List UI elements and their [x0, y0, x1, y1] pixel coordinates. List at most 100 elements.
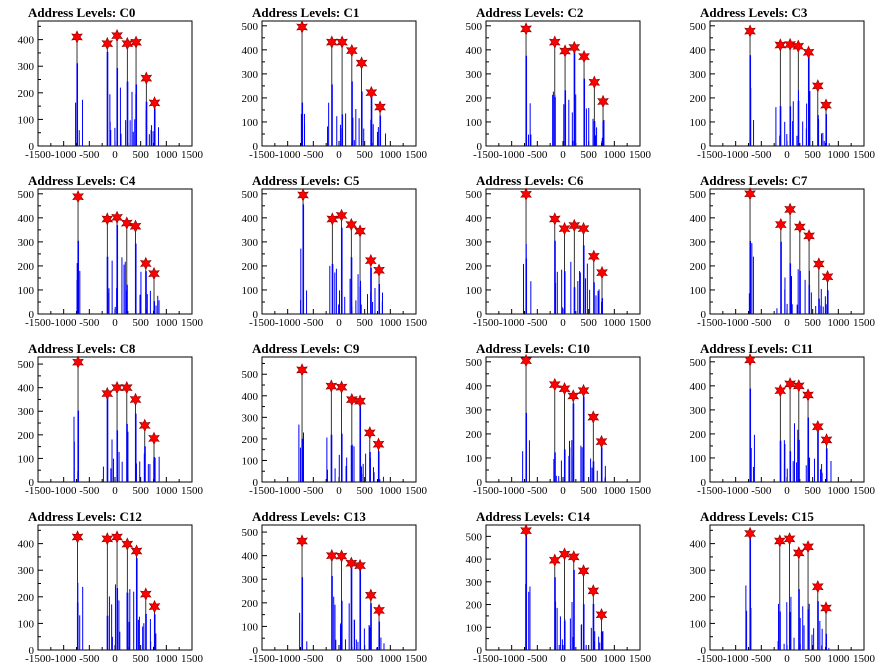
x-tick-label: -1500 — [697, 485, 723, 497]
histogram-bar — [789, 263, 792, 314]
histogram-bar — [796, 462, 798, 482]
histogram-bar — [328, 102, 330, 146]
histogram-bar — [382, 476, 384, 482]
histogram-bar — [822, 132, 824, 146]
x-tick-label: -1500 — [697, 317, 723, 329]
x-tick-label: -1500 — [249, 317, 275, 329]
histogram-bar — [571, 602, 573, 650]
plot-frame — [37, 188, 193, 315]
chart-title: Address Levels: C14 — [476, 509, 590, 524]
histogram-bar — [581, 447, 583, 482]
y-tick-label: 0 — [253, 645, 259, 657]
histogram-bar — [558, 644, 560, 650]
histogram-bar — [563, 271, 566, 314]
peak-marker — [595, 434, 608, 449]
histogram-bar — [106, 256, 109, 314]
histogram-bar — [599, 642, 601, 650]
histogram-bar — [351, 306, 353, 314]
y-tick-label: 300 — [242, 574, 259, 586]
histogram-bar — [749, 388, 752, 482]
histogram-bar — [572, 636, 574, 650]
chart-panel-6: Address Levels: C60100200300400500-1500-… — [466, 173, 652, 329]
x-tick-label: 0 — [784, 653, 790, 665]
histogram-bar — [598, 289, 600, 314]
histogram-bar — [119, 87, 121, 146]
x-tick-label: 1000 — [155, 653, 178, 665]
x-tick-label: 1000 — [827, 317, 850, 329]
histogram-bar — [820, 469, 822, 482]
histogram-bar — [339, 124, 341, 146]
peak-marker — [587, 584, 600, 598]
y-tick-label: 100 — [18, 285, 35, 297]
x-tick-label: -500 — [751, 149, 772, 161]
histogram-bar — [377, 451, 380, 482]
histogram-bar — [583, 109, 585, 146]
histogram-bar — [590, 458, 592, 482]
histogram-bar — [357, 274, 359, 314]
histogram-bar — [564, 140, 566, 146]
peak-marker — [345, 43, 358, 58]
histogram-bar — [799, 271, 801, 314]
x-tick-label: -500 — [751, 485, 772, 497]
histogram-bar — [135, 277, 137, 314]
x-tick-label: 1500 — [405, 149, 428, 161]
histogram-bar — [815, 306, 817, 314]
histogram-bar — [158, 456, 160, 482]
histogram-bar — [559, 616, 561, 650]
y-tick-label: 100 — [242, 621, 259, 633]
peak-marker — [336, 35, 348, 49]
peak-marker — [567, 550, 580, 564]
histogram-bar — [121, 257, 123, 314]
peak-marker — [139, 587, 152, 601]
histogram-bar — [825, 114, 828, 146]
histogram-bar — [830, 460, 832, 482]
y-tick-label: 100 — [690, 618, 707, 630]
chart-panel-0: Address Levels: C0 0 100 200 300 400 -1500 -100… — [18, 5, 204, 161]
y-tick-label: 200 — [690, 592, 707, 604]
peak-marker — [578, 49, 590, 64]
histogram-bar — [581, 624, 583, 650]
x-tick-label: -1000 — [499, 149, 525, 161]
x-tick-label: -1000 — [723, 485, 749, 497]
histogram-bar — [590, 627, 592, 650]
peak-marker — [140, 71, 153, 85]
peak-marker — [130, 544, 143, 558]
y-tick-label: 0 — [29, 309, 35, 321]
histogram-bar — [817, 115, 819, 146]
histogram-bar — [153, 460, 155, 482]
histogram-bar — [344, 296, 346, 314]
x-tick-label: 1500 — [853, 317, 876, 329]
histogram-bar — [150, 641, 152, 650]
histogram-bar — [142, 626, 144, 650]
histogram-bar — [596, 127, 598, 146]
peak-marker — [577, 564, 590, 578]
histogram-bar — [585, 644, 587, 650]
histogram-bar — [798, 439, 800, 482]
x-tick-label: 1000 — [603, 317, 626, 329]
peak-marker — [325, 35, 338, 49]
histogram-bar — [361, 466, 363, 482]
histogram-bar — [573, 47, 576, 146]
peak-marker — [784, 37, 796, 52]
histogram-bar — [572, 140, 574, 146]
histogram-bar — [823, 140, 825, 146]
histogram-bar — [582, 245, 585, 314]
histogram-bar — [118, 451, 120, 482]
histogram-bar — [372, 301, 374, 314]
histogram-bar — [153, 301, 156, 314]
histogram-bar — [300, 248, 302, 314]
histogram-bar — [752, 256, 754, 314]
chart-title: Address Levels: C4 — [28, 173, 136, 188]
y-tick-label: 0 — [253, 477, 259, 489]
x-tick-label: 1000 — [379, 653, 402, 665]
peak-marker — [101, 36, 114, 51]
histogram-bar — [306, 290, 308, 314]
histogram-bar — [334, 604, 336, 650]
histogram-bar — [135, 558, 138, 650]
histogram-bar — [589, 289, 591, 314]
histogram-bar — [585, 108, 587, 146]
histogram-bar — [556, 271, 558, 314]
y-tick-label: 200 — [18, 88, 35, 100]
chart-panel-12: Address Levels: C12 0 100 200 300 400 -1500 -10… — [18, 509, 204, 665]
peak-marker — [363, 426, 376, 440]
